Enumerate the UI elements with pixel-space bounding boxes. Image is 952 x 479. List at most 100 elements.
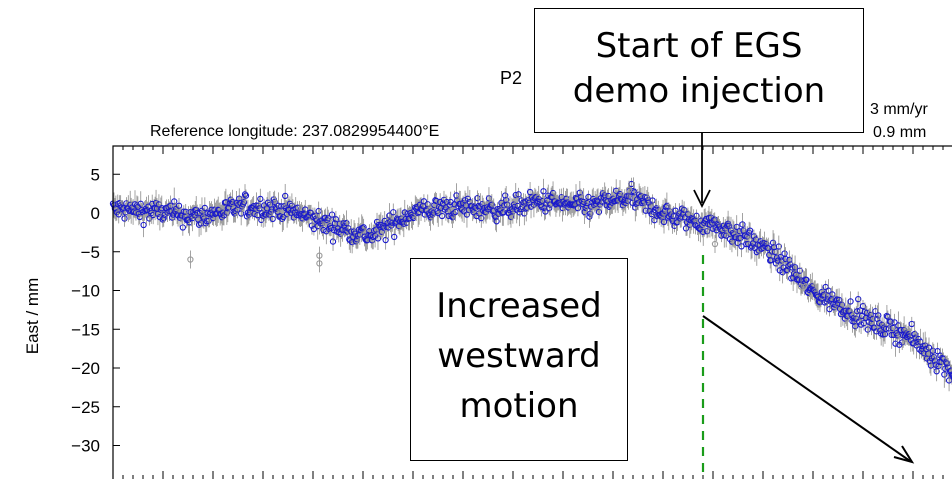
data-point [791, 264, 799, 271]
callout-bottom-line-1: Increased [436, 286, 602, 326]
data-point [796, 267, 804, 274]
data-point [391, 233, 398, 241]
data-point [171, 198, 178, 205]
y-tick-label: 0 [91, 204, 100, 223]
data-point [933, 368, 940, 375]
data-point [240, 199, 248, 206]
data-point [121, 215, 128, 222]
data-point [947, 367, 952, 374]
data-point [343, 219, 350, 227]
data-point [930, 353, 937, 361]
data-point [911, 330, 918, 338]
data-point [133, 202, 141, 209]
outlier-point [187, 256, 194, 263]
data-point [374, 235, 382, 242]
data-point [864, 326, 871, 333]
data-point [847, 298, 854, 305]
data-point [242, 192, 250, 199]
data-point [390, 209, 397, 216]
data-point [478, 215, 485, 222]
y-tick-label: −10 [71, 282, 100, 301]
data-point [949, 372, 952, 379]
data-point [693, 212, 700, 219]
data-point [852, 323, 859, 330]
data-point [925, 344, 933, 351]
data-point [179, 224, 186, 231]
chart-subtitle-left: Reference longitude: 237.0829954400°E [150, 123, 439, 140]
data-point [819, 292, 826, 299]
injection-start-callout: Start of EGS demo injection [534, 8, 864, 133]
chart-title: P2 [500, 68, 522, 88]
data-point [801, 280, 808, 287]
data-point [889, 324, 896, 332]
data-point [946, 368, 952, 375]
data-point [943, 359, 950, 366]
data-point [205, 217, 212, 225]
data-point [325, 215, 332, 222]
plot-frame [112, 145, 952, 479]
y-tick-label: −25 [71, 398, 100, 417]
data-point [308, 222, 316, 229]
data-point [576, 189, 583, 196]
data-point [257, 195, 264, 203]
y-tick-label: −15 [71, 320, 100, 339]
westward-trend-arrow [702, 315, 911, 462]
data-point [803, 276, 810, 284]
westward-trend-arrow-head [893, 445, 915, 464]
data-point [540, 188, 547, 195]
data-point [515, 191, 522, 198]
data-points-layer [109, 177, 952, 392]
y-axis-label: East / mm [23, 278, 42, 355]
callout-bottom-line-2: westward [437, 336, 601, 376]
westward-motion-callout: Increased westward motion [410, 258, 628, 461]
data-point [271, 198, 278, 206]
data-point [700, 228, 707, 236]
data-point [382, 236, 389, 244]
data-point [586, 213, 593, 220]
chart-subtitle-right-bottom: 0.9 mm [873, 124, 926, 141]
data-point [488, 201, 495, 208]
data-point [769, 239, 777, 246]
data-point [924, 350, 932, 357]
data-point [775, 243, 782, 250]
data-point [746, 227, 754, 234]
data-point [329, 238, 337, 245]
callout-bottom-line-3: motion [459, 386, 579, 426]
data-point [595, 208, 603, 216]
outlier-point [797, 283, 805, 290]
data-point [146, 215, 153, 222]
data-point [332, 216, 340, 223]
data-point [649, 197, 656, 204]
data-point [887, 318, 894, 325]
data-point [815, 298, 823, 305]
y-tick-label: 5 [91, 165, 100, 184]
data-point [502, 192, 509, 199]
data-point [464, 195, 472, 202]
data-point [855, 295, 862, 303]
chart-subtitle-right-top: 3 mm/yr [870, 101, 928, 118]
data-point [140, 221, 147, 229]
data-point [115, 211, 122, 218]
data-point [859, 302, 867, 310]
y-tick-layer: 5 0 −5 −10 −15 −20 −25 −30 [71, 146, 944, 479]
data-point [891, 319, 898, 326]
data-point [507, 213, 515, 221]
data-point [941, 371, 948, 378]
outlier-point [316, 260, 323, 267]
data-point [282, 192, 289, 200]
data-point [175, 202, 183, 209]
data-point [838, 301, 846, 308]
data-point [493, 218, 500, 225]
data-point [574, 204, 582, 212]
data-point [875, 312, 882, 319]
callout-top-line-2: demo injection [572, 71, 826, 111]
data-point [360, 224, 367, 231]
data-point [750, 233, 758, 240]
data-point [193, 206, 200, 213]
data-point [137, 200, 144, 207]
data-point [660, 218, 668, 226]
data-point [785, 263, 792, 270]
y-tick-label: −30 [71, 437, 100, 456]
outlier-point [711, 240, 719, 248]
